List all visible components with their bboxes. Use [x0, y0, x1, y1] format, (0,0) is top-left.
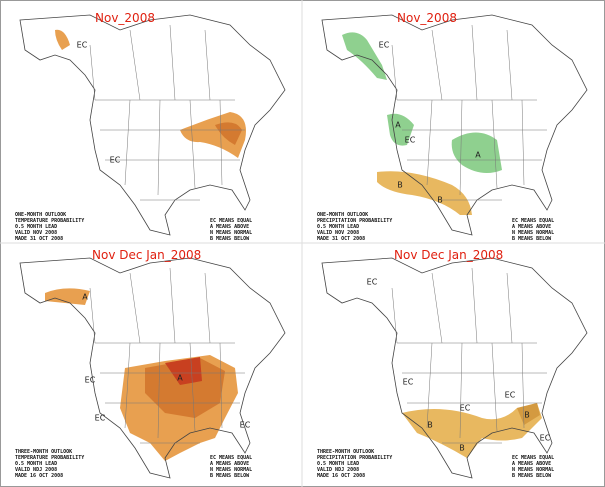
- legend-line: A MEANS ABOVE: [210, 461, 249, 467]
- legend-line: EC MEANS EQUAL: [512, 455, 554, 461]
- dry-area-strong: [517, 403, 540, 425]
- info-line: MADE 31 OCT 2008: [317, 236, 365, 242]
- above-area: [45, 288, 90, 305]
- region-label: B: [397, 181, 403, 190]
- region-label: EC: [379, 41, 390, 50]
- above-area: [55, 29, 70, 50]
- region-label: EC: [77, 41, 88, 50]
- info-line: PRECIPITATION PROBABILITY: [317, 218, 392, 224]
- wet-area: [342, 32, 387, 80]
- region-label: EC: [240, 421, 251, 430]
- region-label: A: [82, 293, 88, 302]
- title: Nov Dec Jan_2008: [92, 248, 201, 262]
- info-line: TEMPERATURE PROBABILITY: [15, 218, 84, 224]
- info-line: MADE 16 OCT 2008: [317, 473, 365, 479]
- title: Nov Dec Jan_2008: [394, 248, 503, 262]
- region-label: A: [177, 374, 183, 383]
- legend-line: A MEANS ABOVE: [210, 224, 249, 230]
- legend-line: N MEANS NORMAL: [210, 230, 252, 236]
- region-label: EC: [405, 136, 416, 145]
- legend-line: EC MEANS EQUAL: [512, 218, 554, 224]
- panel: Nov_2008 EC A EC A B B ONE-MONTH OUTLOOK…: [317, 11, 588, 242]
- info-block: ONE-MONTH OUTLOOK TEMPERATURE PROBABILIT…: [15, 212, 84, 242]
- legend-line: N MEANS NORMAL: [210, 467, 252, 473]
- dry-area: [402, 403, 542, 458]
- info-line: MADE 31 OCT 2008: [15, 236, 63, 242]
- dry-area: [377, 171, 472, 215]
- info-line: 0.5 MONTH LEAD: [317, 224, 359, 230]
- legend-line: EC MEANS EQUAL: [210, 218, 252, 224]
- legend-block: EC MEANS EQUAL A MEANS ABOVE N MEANS NOR…: [512, 455, 554, 479]
- info-line: PRECIPITATION PROBABILITY: [317, 455, 392, 461]
- region-label: EC: [95, 414, 106, 423]
- info-block: THREE-MONTH OUTLOOK TEMPERATURE PROBABIL…: [15, 449, 84, 479]
- region-label: B: [524, 411, 530, 420]
- title: Nov_2008: [397, 11, 457, 25]
- info-block: ONE-MONTH OUTLOOK PRECIPITATION PROBABIL…: [317, 212, 392, 242]
- info-line: 0.5 MONTH LEAD: [15, 461, 57, 467]
- panel: Nov_2008 EC EC ONE-MONTH OUTLOOK TEMPERA…: [15, 11, 286, 242]
- info-line: VALID NDJ 2008: [317, 467, 359, 473]
- legend-line: A MEANS ABOVE: [512, 224, 551, 230]
- region-label: EC: [85, 376, 96, 385]
- info-line: VALID NDJ 2008: [15, 467, 57, 473]
- info-line: TEMPERATURE PROBABILITY: [15, 455, 84, 461]
- region-label: B: [459, 444, 465, 453]
- region-label: B: [437, 196, 443, 205]
- legend-block: EC MEANS EQUAL A MEANS ABOVE N MEANS NOR…: [210, 218, 252, 242]
- above-area-strongest: [165, 357, 202, 385]
- region-label: EC: [367, 278, 378, 287]
- region-label: EC: [505, 391, 516, 400]
- wet-area: [451, 132, 502, 174]
- region-label: EC: [540, 434, 551, 443]
- legend-line: N MEANS NORMAL: [512, 467, 554, 473]
- info-line: THREE-MONTH OUTLOOK: [15, 449, 72, 455]
- info-line: ONE-MONTH OUTLOOK: [15, 212, 66, 218]
- above-area-strong: [215, 122, 242, 145]
- legend-line: B MEANS BELOW: [210, 473, 250, 479]
- info-line: ONE-MONTH OUTLOOK: [317, 212, 368, 218]
- info-line: VALID NOV 2008: [317, 230, 359, 236]
- info-line: 0.5 MONTH LEAD: [15, 224, 57, 230]
- wet-area: [387, 113, 414, 146]
- info-line: THREE-MONTH OUTLOOK: [317, 449, 374, 455]
- legend-line: A MEANS ABOVE: [512, 461, 551, 467]
- legend-line: N MEANS NORMAL: [512, 230, 554, 236]
- info-block: THREE-MONTH OUTLOOK PRECIPITATION PROBAB…: [317, 449, 392, 479]
- legend-block: EC MEANS EQUAL A MEANS ABOVE N MEANS NOR…: [210, 455, 252, 479]
- panel: Nov Dec Jan_2008 A EC EC A EC THREE-MONT…: [15, 248, 286, 479]
- legend-block: EC MEANS EQUAL A MEANS ABOVE N MEANS NOR…: [512, 218, 554, 242]
- info-line: MADE 16 OCT 2008: [15, 473, 63, 479]
- legend-line: B MEANS BELOW: [512, 473, 552, 479]
- region-label: A: [475, 151, 481, 160]
- title: Nov_2008: [95, 11, 155, 25]
- legend-line: B MEANS BELOW: [512, 236, 552, 242]
- region-label: A: [395, 121, 401, 130]
- region-label: EC: [110, 156, 121, 165]
- legend-line: B MEANS BELOW: [210, 236, 250, 242]
- legend-line: EC MEANS EQUAL: [210, 455, 252, 461]
- region-label: EC: [403, 378, 414, 387]
- panel: Nov Dec Jan_2008 EC EC EC EC B B B EC TH…: [317, 248, 588, 479]
- info-line: VALID NOV 2008: [15, 230, 57, 236]
- region-label: EC: [460, 404, 471, 413]
- info-line: 0.5 MONTH LEAD: [317, 461, 359, 467]
- region-label: B: [427, 421, 433, 430]
